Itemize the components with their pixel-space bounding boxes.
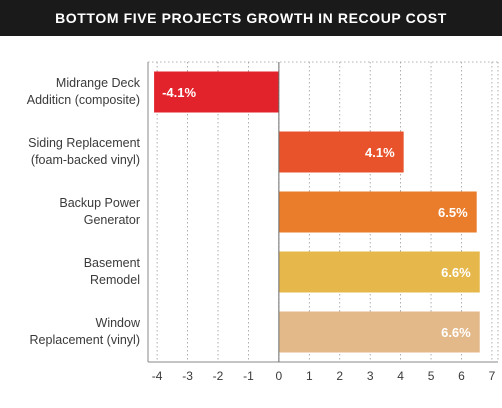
- bar-value-label-3: 6.5%: [438, 205, 468, 220]
- category-label-4: Basement Remodel: [0, 255, 140, 289]
- bar-3: [278, 191, 477, 233]
- bar-1: [154, 71, 279, 113]
- x-tick-label--4: -4: [152, 369, 163, 383]
- bar-5: [278, 311, 480, 353]
- category-label-1: Midrange Deck Additicn (composite): [0, 75, 140, 109]
- bar-value-label-2: 4.1%: [365, 145, 395, 160]
- x-tick-label--3: -3: [182, 369, 193, 383]
- bar-2: [278, 131, 404, 173]
- category-label-line: Window: [95, 316, 140, 330]
- category-label-3: Backup Power Generator: [0, 195, 140, 229]
- bar-value-label-1: -4.1%: [162, 85, 196, 100]
- category-label-line: (foam-backed vinyl): [30, 153, 140, 167]
- x-tick-label-0: 0: [276, 369, 283, 383]
- x-tick-label-5: 5: [428, 369, 435, 383]
- bar-value-label-5: 6.6%: [441, 325, 471, 340]
- bar-4: [278, 251, 480, 293]
- category-label-line: Remodel: [89, 273, 140, 287]
- chart-title: BOTTOM FIVE PROJECTS GROWTH IN RECOUP CO…: [55, 10, 447, 26]
- x-tick-label-2: 2: [336, 369, 343, 383]
- x-tick-label-6: 6: [458, 369, 465, 383]
- x-tick-label--2: -2: [213, 369, 224, 383]
- category-label-5: Window Replacement (vinyl): [0, 315, 140, 349]
- category-label-line: Basement: [83, 256, 140, 270]
- category-label-line: Siding Replacement: [28, 136, 140, 150]
- category-label-line: Backup Power: [59, 196, 140, 210]
- x-tick-label-3: 3: [367, 369, 374, 383]
- category-label-line: Replacement (vinyl): [29, 333, 140, 347]
- title-banner: BOTTOM FIVE PROJECTS GROWTH IN RECOUP CO…: [0, 0, 502, 36]
- bar-value-label-4: 6.6%: [441, 265, 471, 280]
- category-label-line: Generator: [83, 213, 140, 227]
- x-tick-label--1: -1: [243, 369, 254, 383]
- x-tick-label-1: 1: [306, 369, 313, 383]
- category-label-line: Midrange Deck: [55, 76, 140, 90]
- category-label-2: Siding Replacement (foam-backed vinyl): [0, 135, 140, 169]
- category-label-line: Additicn (composite): [26, 93, 140, 107]
- x-tick-label-7: 7: [489, 369, 496, 383]
- x-tick-label-4: 4: [397, 369, 404, 383]
